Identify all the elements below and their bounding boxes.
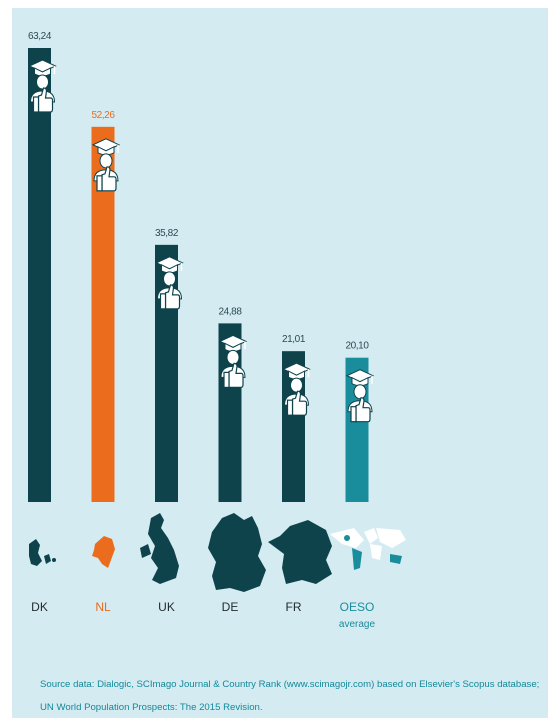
germany-map-icon (208, 513, 266, 592)
denmark-map-icon (29, 539, 56, 566)
value-label-nl: 52,26 (91, 110, 115, 121)
source-note: Source data: Dialogic, SCImago Journal &… (40, 679, 540, 713)
category-label-dk: DK (31, 600, 48, 614)
france-map-icon (268, 520, 332, 584)
value-label-dk: 63,24 (28, 31, 52, 42)
category-label-uk: UK (158, 600, 175, 614)
bar-chart: 63,24 DK 52,26 NL 35,82 UK 24,88 DE 21,01 FR 20,10… (28, 31, 406, 630)
uk-map-icon (140, 513, 179, 584)
value-label-fr: 21,01 (282, 334, 306, 345)
category-label-nl: NL (95, 600, 111, 614)
world-map-icon (330, 528, 406, 570)
value-label-uk: 35,82 (155, 228, 179, 239)
chart-panel: 63,24 DK 52,26 NL 35,82 UK 24,88 DE 21,01 FR 20,10… (12, 8, 548, 718)
category-label-oeso: OESO (340, 600, 375, 614)
category-sublabel-oeso: average (339, 619, 376, 630)
value-label-de: 24,88 (218, 306, 242, 317)
category-label-de: DE (222, 600, 239, 614)
category-label-fr: FR (286, 600, 302, 614)
netherlands-map-icon (92, 536, 115, 568)
bar-nl (91, 126, 115, 502)
bar-dk (28, 48, 51, 502)
value-label-oeso: 20,10 (345, 341, 369, 352)
